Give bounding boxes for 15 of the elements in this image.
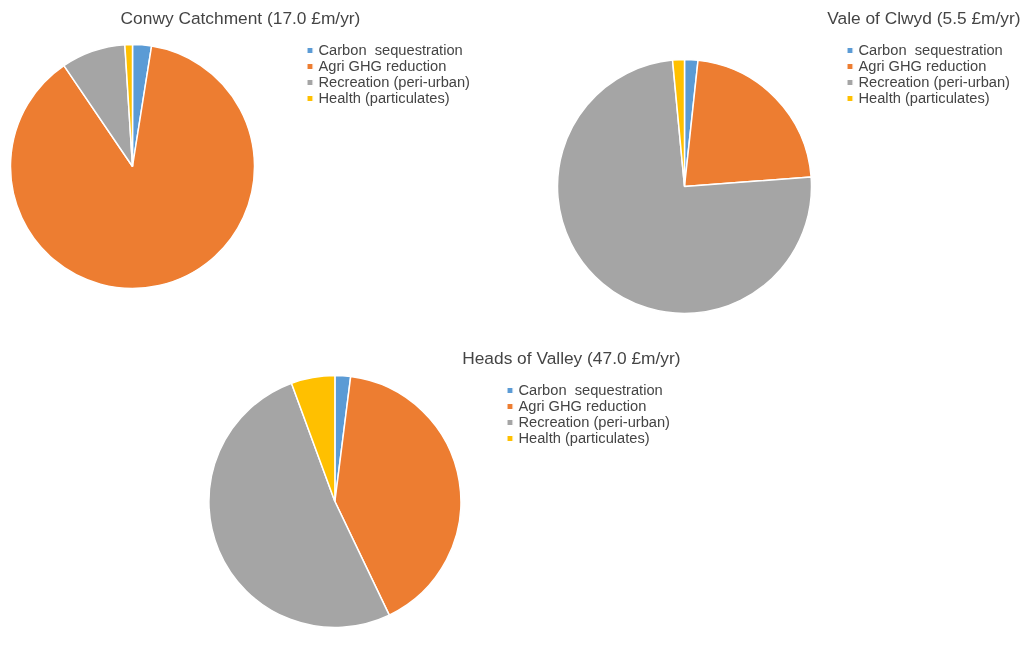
chart-title: Heads of Valley (47.0 £m/yr) — [462, 347, 681, 368]
legend-label: Recreation (peri-urban) — [858, 74, 1010, 90]
legend-label: Carbon sequestration — [858, 42, 1003, 58]
legend-label: Carbon sequestration — [318, 42, 463, 58]
legend-label: Health (particulates) — [518, 430, 650, 446]
legend-label: Agri GHG reduction — [318, 58, 447, 74]
chart-title: Vale of Clwyd (5.5 £m/yr) — [827, 7, 1021, 28]
legend-label: Health (particulates) — [858, 90, 990, 106]
legend-label: Recreation (peri-urban) — [318, 74, 470, 90]
chart-title: Conwy Catchment (17.0 £m/yr) — [120, 7, 361, 28]
legend-label: Agri GHG reduction — [858, 58, 987, 74]
legend-label: Recreation (peri-urban) — [518, 414, 670, 430]
legend-label: Health (particulates) — [318, 90, 450, 106]
legend-label: Carbon sequestration — [518, 382, 663, 398]
legend-label: Agri GHG reduction — [518, 398, 647, 414]
